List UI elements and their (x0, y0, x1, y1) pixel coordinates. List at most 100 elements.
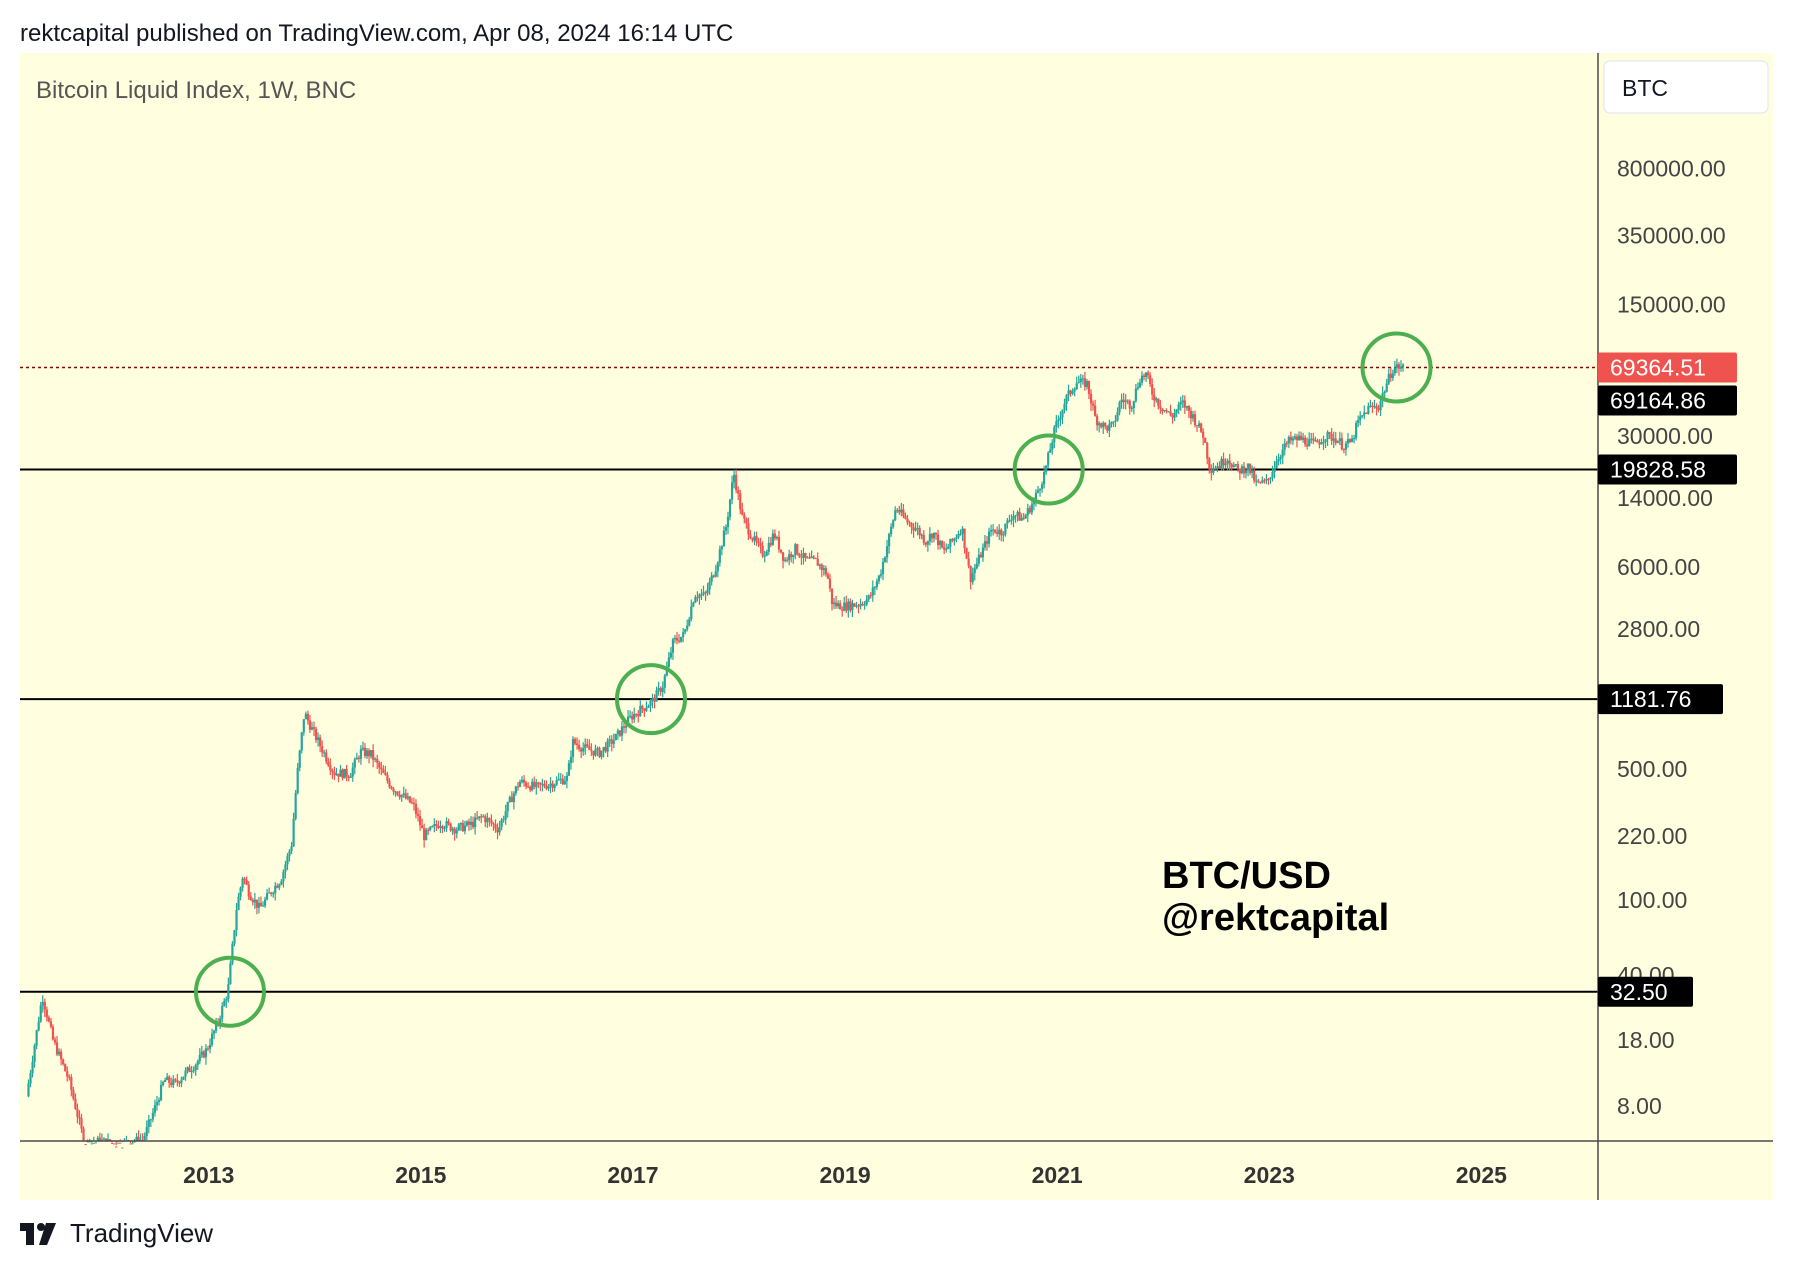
candle-body (1132, 400, 1135, 409)
candle-body (231, 943, 234, 964)
annotation-author: @rektcapital (1162, 897, 1389, 939)
candle-body (1340, 438, 1343, 450)
candle-body (875, 581, 878, 588)
candle-body (298, 750, 301, 768)
candle-body (498, 826, 501, 833)
candle-body (704, 592, 707, 594)
candle-body (582, 748, 585, 752)
candle-body (1124, 400, 1127, 403)
candle-body (767, 542, 770, 552)
candle-body (288, 850, 291, 856)
candle-body (92, 1142, 95, 1144)
candle-body (614, 733, 617, 741)
candle-body (918, 528, 921, 536)
candle-body (204, 1048, 208, 1058)
candle-body (47, 1017, 50, 1022)
candle-body (1016, 511, 1019, 516)
candle-body (210, 1033, 214, 1045)
candle-body (531, 781, 534, 791)
candle-body (798, 554, 801, 557)
candle-body (327, 761, 330, 766)
candle-body (926, 541, 929, 545)
candle-body (129, 1143, 132, 1145)
candle-body (651, 697, 654, 701)
candle-body (1155, 398, 1158, 401)
candle-body (1079, 378, 1082, 383)
plot-background (20, 53, 1598, 1141)
candle-body (453, 828, 456, 834)
candle-body (88, 1141, 91, 1143)
candle-body (1202, 431, 1205, 438)
symbol-box[interactable]: BTC (1603, 60, 1769, 114)
candle-body (516, 786, 520, 788)
candle-body (310, 727, 314, 730)
candle-body (592, 750, 595, 756)
candle-body (618, 730, 622, 736)
candle-body (992, 529, 995, 531)
candle-body (930, 534, 934, 539)
candle-body (1355, 422, 1358, 439)
candle-body (959, 533, 962, 535)
candle-body (194, 1065, 197, 1071)
candle-body (492, 823, 495, 825)
candle-body (688, 619, 691, 626)
candle-body (696, 597, 699, 599)
candle-body (39, 1005, 42, 1022)
candle-body (1253, 470, 1256, 481)
candle-body (423, 828, 426, 841)
candle-body (1020, 517, 1023, 521)
candle-body (1108, 424, 1111, 431)
candle-body (1100, 423, 1103, 428)
candle-body (639, 705, 642, 717)
candle-body (1022, 517, 1025, 519)
candle-body (1318, 442, 1321, 445)
candle-body (557, 779, 560, 781)
candle-body (1236, 464, 1239, 469)
candle-body (790, 554, 793, 558)
candle-body (1087, 380, 1091, 394)
candle-body (792, 555, 795, 558)
candle-body (1324, 439, 1327, 443)
candle-body (1120, 399, 1123, 403)
candle-body (441, 826, 444, 829)
candle-body (1091, 403, 1095, 406)
candle-body (769, 542, 772, 545)
candle-body (110, 1142, 114, 1144)
candle-body (1075, 383, 1078, 390)
candle-body (1210, 469, 1213, 473)
candle-body (355, 757, 358, 760)
candle-body (463, 825, 467, 832)
candle-body (677, 640, 681, 642)
candle-body (1332, 438, 1335, 441)
candle-body (174, 1079, 177, 1081)
candle-body (771, 533, 774, 545)
candle-body (714, 571, 717, 577)
candle-body (902, 509, 905, 517)
candle-body (563, 781, 566, 785)
price-axis-background (1598, 53, 1773, 1141)
candle-body (357, 757, 360, 759)
candle-body (455, 830, 458, 834)
candle-body (145, 1126, 148, 1136)
candle-body (1200, 423, 1203, 432)
candle-body (392, 788, 395, 792)
candle-body (64, 1064, 67, 1072)
candle-body (490, 820, 493, 824)
candle-body (343, 768, 346, 779)
candle-body (29, 1073, 32, 1084)
candle-body (1163, 410, 1166, 412)
y-tick-label: 14000.00 (1617, 485, 1713, 511)
candle-body (641, 705, 644, 709)
candle-body (700, 594, 703, 596)
candle-body (867, 595, 870, 600)
candle-body (245, 880, 248, 885)
candle-body (286, 855, 289, 865)
y-tick-label: 30000.00 (1617, 423, 1713, 449)
candle-body (777, 536, 781, 550)
candle-body (365, 750, 369, 757)
candle-body (1385, 383, 1388, 392)
tradingview-logo[interactable]: TradingView (20, 1218, 213, 1249)
highlight-circle (614, 663, 687, 736)
candle-body (212, 1030, 216, 1034)
